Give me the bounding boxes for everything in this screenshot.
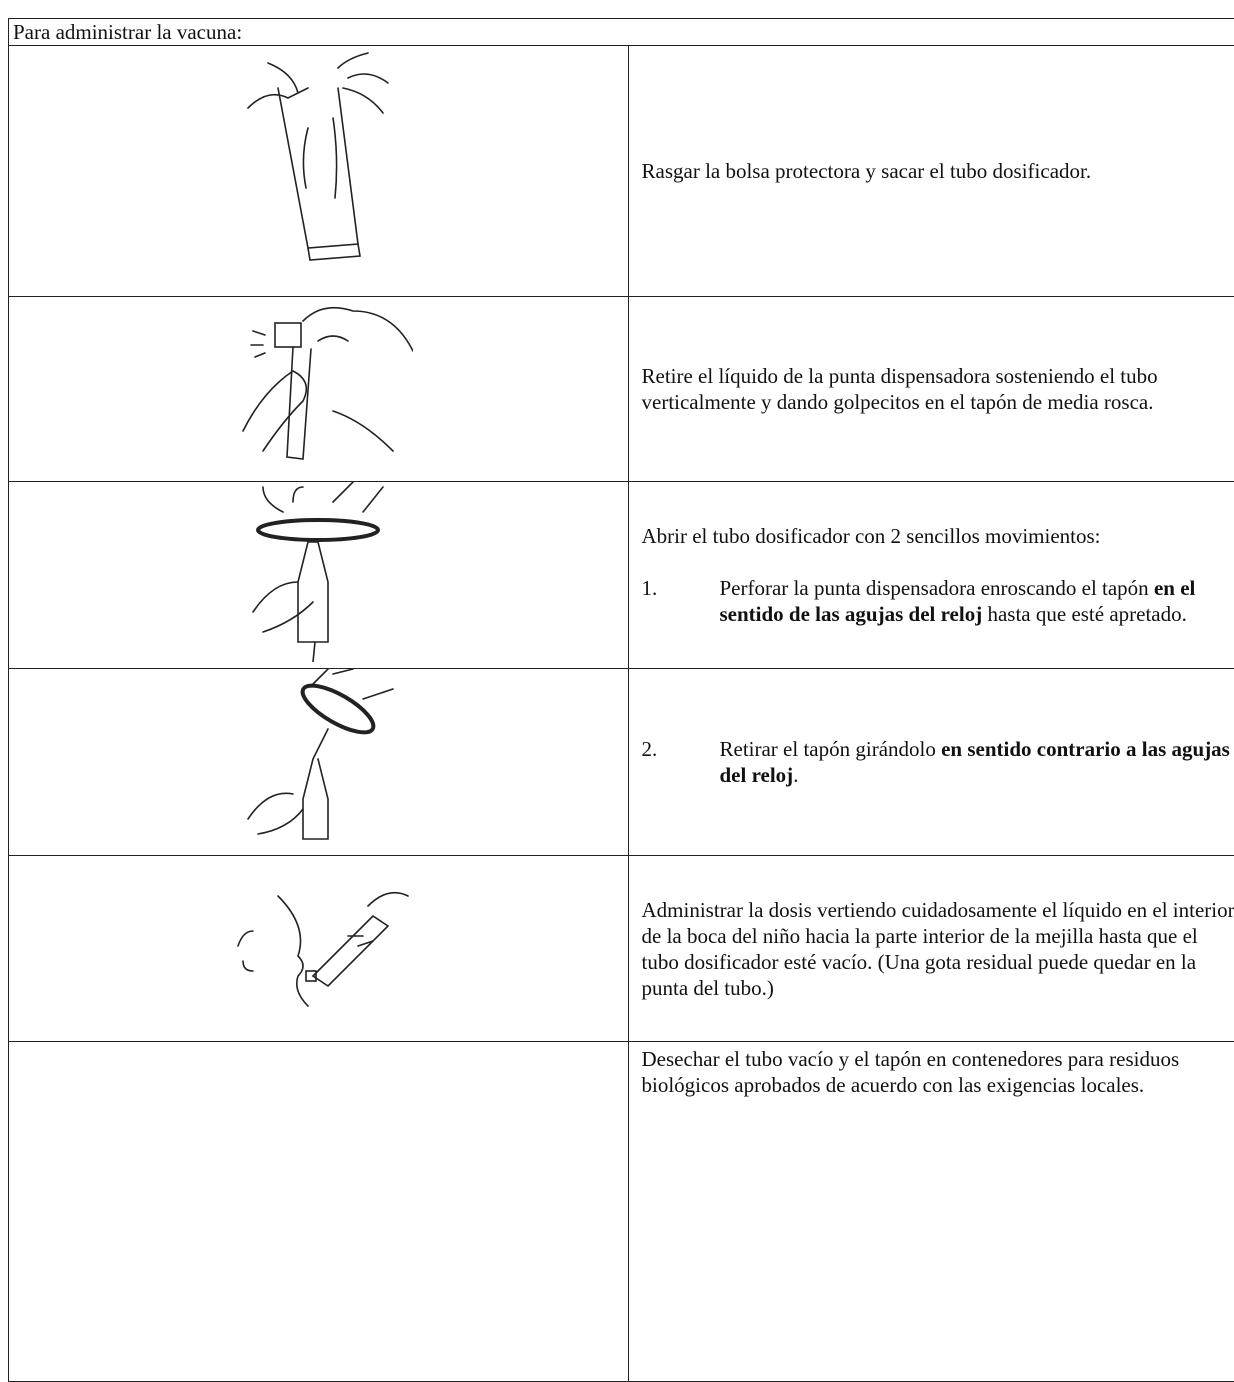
image-cell [9, 297, 629, 482]
image-cell [9, 856, 629, 1042]
image-cell [9, 1042, 629, 1382]
paragraph: Rasgar la bolsa protectora y sacar el tu… [642, 158, 1234, 184]
text-run: . [793, 763, 798, 787]
text-cell: 2.Retirar el tapón girándolo en sentido … [628, 669, 1234, 856]
paragraph: Abrir el tubo dosificador con 2 sencillo… [642, 523, 1234, 549]
text-run: Rasgar la bolsa protectora y sacar el tu… [642, 159, 1092, 183]
paragraph: Administrar la dosis vertiendo cuidadosa… [642, 897, 1234, 1001]
text-cell: Retire el líquido de la punta dispensado… [628, 297, 1234, 482]
text-run: hasta que esté apretado. [982, 602, 1187, 626]
text-run: Retirar el tapón girándolo [720, 737, 942, 761]
illustration-tear-pouch [238, 48, 398, 288]
text-run: Desechar el tubo vacío y el tapón en con… [642, 1047, 1180, 1097]
text-cell: Desechar el tubo vacío y el tapón en con… [628, 1042, 1234, 1382]
paragraph: Retire el líquido de la punta dispensado… [642, 363, 1234, 415]
step-text: Retirar el tapón girándolo en sentido co… [720, 736, 1234, 788]
illustration-administer [218, 866, 418, 1026]
text-cell: Abrir el tubo dosificador con 2 sencillo… [628, 482, 1234, 669]
paragraph: Desechar el tubo vacío y el tapón en con… [642, 1046, 1234, 1098]
text-cell: Administrar la dosis vertiendo cuidadosa… [628, 856, 1234, 1042]
paragraph: 1.Perforar la punta dispensadora enrosca… [642, 575, 1234, 627]
illustration-tap-tube [223, 301, 413, 471]
image-cell [9, 669, 629, 856]
text-run: Retire el líquido de la punta dispensado… [642, 364, 1158, 414]
text-run: Perforar la punta dispensadora enroscand… [720, 576, 1154, 600]
step-text: Perforar la punta dispensadora enroscand… [720, 575, 1234, 627]
step-number: 1. [642, 575, 720, 627]
text-run: Abrir el tubo dosificador con 2 sencillo… [642, 524, 1101, 548]
image-cell [9, 46, 629, 297]
illustration-pierce-tip [223, 482, 413, 662]
step-number: 2. [642, 736, 720, 788]
paragraph: 2.Retirar el tapón girándolo en sentido … [642, 736, 1234, 788]
illustration-remove-cap [223, 669, 413, 849]
image-cell [9, 482, 629, 669]
text-run: Administrar la dosis vertiendo cuidadosa… [642, 898, 1234, 1000]
instructions-table: Para administrar la vacuna: Rasgar la bo… [8, 18, 1234, 1382]
text-cell: Rasgar la bolsa protectora y sacar el tu… [628, 46, 1234, 297]
table-header: Para administrar la vacuna: [9, 19, 1234, 46]
